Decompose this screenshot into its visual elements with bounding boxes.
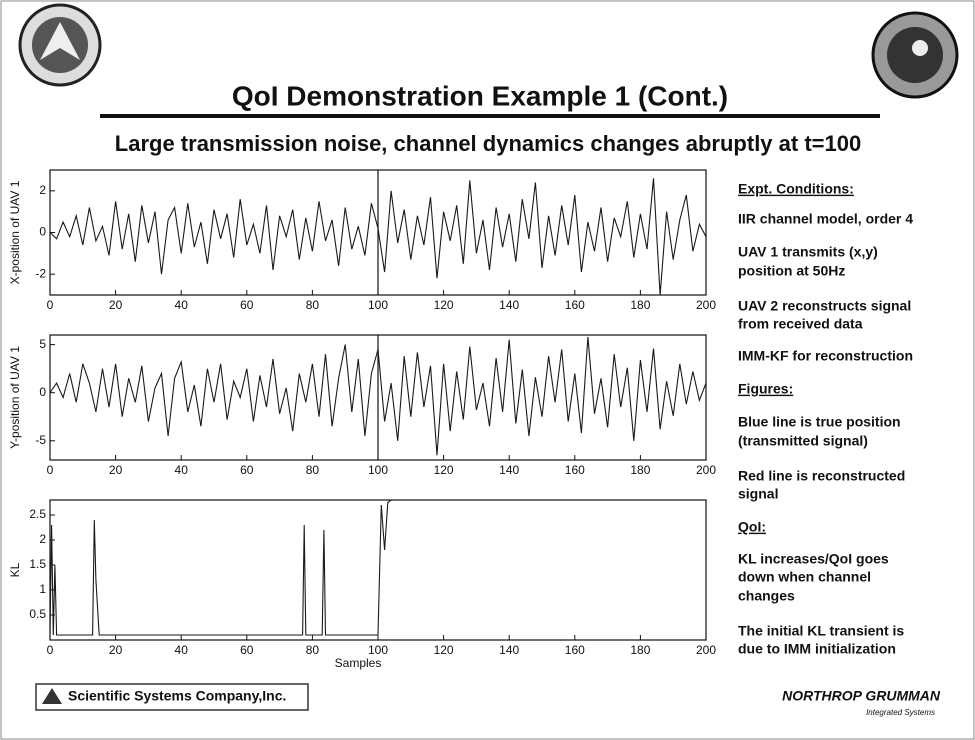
x-axis-label: Samples (335, 656, 382, 670)
x-tick-label: 20 (109, 298, 123, 312)
x-tick-label: 20 (109, 643, 123, 657)
x-tick-label: 160 (565, 463, 585, 477)
sidebar-text: IIR channel model, order 4 (738, 211, 913, 227)
x-tick-label: 120 (434, 463, 454, 477)
x-tick-label: 200 (696, 463, 716, 477)
sidebar-heading: Expt. Conditions: (738, 181, 854, 197)
sidebar-text: signal (738, 486, 778, 502)
x-tick-label: 160 (565, 643, 585, 657)
x-tick-label: 80 (306, 643, 320, 657)
footer-left: Scientific Systems Company,Inc. (35, 683, 309, 711)
footer-company: Scientific Systems Company,Inc. (68, 688, 286, 704)
x-tick-label: 160 (565, 298, 585, 312)
sidebar-text: (transmitted signal) (738, 433, 868, 449)
x-tick-label: 140 (499, 463, 519, 477)
sidebar-text: changes (738, 588, 795, 604)
x-tick-label: 100 (368, 463, 388, 477)
data-line (50, 336, 706, 456)
slide-title: QoI Demonstration Example 1 (Cont.) (232, 80, 728, 111)
y-tick-label: 1.5 (29, 557, 46, 571)
x-tick-label: 140 (499, 643, 519, 657)
y-tick-label: 2.5 (29, 507, 46, 521)
x-tick-label: 180 (630, 463, 650, 477)
x-tick-label: 20 (109, 463, 123, 477)
y-tick-label: -2 (35, 266, 46, 280)
x-tick-label: 40 (175, 463, 189, 477)
x-tick-label: 40 (175, 643, 189, 657)
x-tick-label: 180 (630, 298, 650, 312)
left-logo (18, 3, 102, 87)
x-tick-label: 0 (47, 463, 54, 477)
sidebar-text: UAV 2 reconstructs signal (738, 298, 911, 314)
x-tick-label: 60 (240, 298, 254, 312)
x-tick-label: 140 (499, 298, 519, 312)
x-tick-label: 120 (434, 643, 454, 657)
x-tick-label: 0 (47, 298, 54, 312)
data-line (50, 178, 706, 295)
x-tick-label: 100 (368, 298, 388, 312)
y-tick-label: 5 (39, 337, 46, 351)
x-tick-label: 80 (306, 463, 320, 477)
sidebar-text: Red line is reconstructed (738, 468, 905, 484)
x-tick-label: 180 (630, 643, 650, 657)
sidebar-text: UAV 1 transmits (x,y) (738, 244, 878, 260)
sidebar-text: Blue line is true position (738, 414, 901, 430)
x-tick-label: 0 (47, 643, 54, 657)
x-tick-label: 100 (368, 643, 388, 657)
y-tick-label: 0.5 (29, 607, 46, 621)
x-tick-label: 120 (434, 298, 454, 312)
sidebar-text: down when channel (738, 569, 871, 585)
y-axis-label: X-position of UAV 1 (8, 180, 22, 284)
y-tick-label: 1 (39, 582, 46, 596)
sidebar-text: from received data (738, 316, 863, 332)
y-tick-label: 2 (39, 532, 46, 546)
y-tick-label: 0 (39, 385, 46, 399)
footer-brand: NORTHROP GRUMMAN (782, 688, 941, 704)
sidebar-text: position at 50Hz (738, 263, 845, 279)
sidebar-text: The initial KL transient is (738, 623, 904, 639)
data-line (50, 500, 396, 636)
x-tick-label: 200 (696, 298, 716, 312)
y-tick-label: 0 (39, 225, 46, 239)
y-tick-label: -5 (35, 433, 46, 447)
slide-subtitle: Large transmission noise, channel dynami… (115, 131, 861, 156)
right-logo (871, 11, 959, 99)
footer-brand-sub: Integrated Systems (866, 708, 935, 717)
x-tick-label: 40 (175, 298, 189, 312)
x-tick-label: 60 (240, 643, 254, 657)
sidebar-text: IMM-KF for reconstruction (738, 348, 913, 364)
x-tick-label: 80 (306, 298, 320, 312)
y-axis-label: Y-position of UAV 1 (8, 346, 22, 449)
x-tick-label: 60 (240, 463, 254, 477)
sidebar-heading: QoI: (738, 519, 766, 535)
sidebar-heading: Figures: (738, 381, 793, 397)
x-tick-label: 200 (696, 643, 716, 657)
y-tick-label: 2 (39, 183, 46, 197)
sidebar-text: KL increases/QoI goes (738, 551, 889, 567)
sidebar-text: due to IMM initialization (738, 641, 896, 657)
y-axis-label: KL (8, 562, 22, 577)
